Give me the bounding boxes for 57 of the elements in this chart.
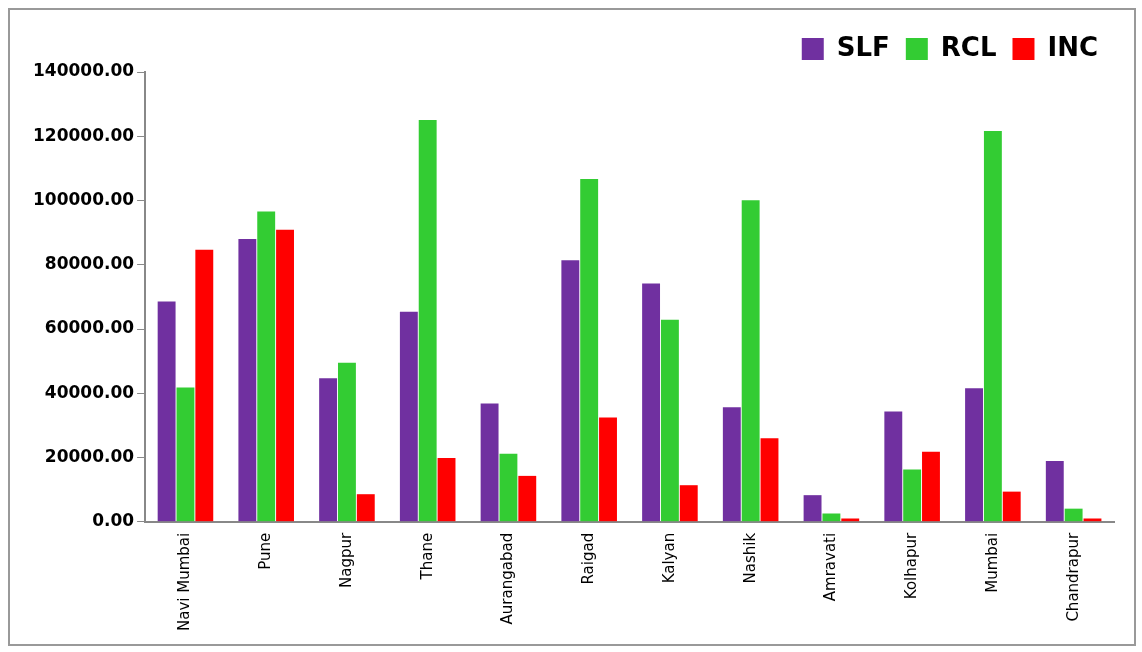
x-tick-label: Thane — [417, 532, 436, 581]
bar — [741, 200, 760, 522]
bar — [157, 301, 176, 522]
bar — [965, 388, 983, 522]
bar — [1045, 461, 1064, 522]
bar — [480, 403, 499, 522]
bar — [983, 131, 1002, 522]
bar — [599, 417, 617, 522]
bar — [176, 387, 195, 522]
bar — [257, 211, 276, 522]
bar — [399, 311, 418, 522]
y-tick-label: 40000.00 — [44, 381, 135, 402]
y-tick-label: 140000.00 — [32, 60, 135, 81]
x-tick-label: Mumbai — [982, 532, 1001, 593]
x-tick-label: Raigad — [579, 532, 598, 585]
bar — [319, 378, 338, 522]
bar — [418, 119, 437, 522]
bar — [760, 438, 779, 522]
bar — [580, 179, 599, 522]
bar — [922, 451, 940, 522]
y-tick-label: 100000.00 — [32, 188, 135, 209]
bar — [884, 411, 903, 522]
legend-label: SLF — [836, 31, 890, 62]
y-tick-label: 120000.00 — [32, 124, 135, 145]
bar — [437, 457, 456, 522]
legend-label: RCL — [940, 31, 997, 62]
bar — [518, 475, 537, 522]
bar — [499, 453, 518, 522]
y-tick-label: 80000.00 — [44, 253, 135, 274]
bar — [356, 494, 375, 522]
x-tick-label: Pune — [256, 532, 275, 570]
bar — [660, 319, 679, 522]
bar — [195, 249, 214, 522]
x-tick-label: Amravati — [821, 532, 840, 602]
x-tick-label: Nashik — [740, 532, 759, 584]
y-tick-label: 20000.00 — [44, 445, 135, 466]
bar — [803, 495, 822, 522]
x-tick-label: Nagpur — [336, 532, 355, 588]
legend-label: INC — [1047, 31, 1098, 62]
y-tick-label: 60000.00 — [44, 317, 135, 338]
x-tick-label: Chandrapur — [1063, 532, 1082, 622]
y-tick-label: 0.00 — [92, 510, 135, 531]
bar — [642, 283, 661, 522]
bar — [1064, 508, 1083, 522]
x-tick-label: Aurangabad — [498, 532, 517, 625]
bar — [561, 260, 580, 522]
bar — [722, 407, 741, 522]
x-tick-label: Navi Mumbai — [175, 532, 194, 632]
bar — [238, 239, 257, 522]
bar — [338, 362, 356, 522]
bar — [1002, 491, 1021, 522]
x-tick-label: Kolhapur — [902, 532, 921, 600]
bar — [679, 485, 698, 522]
bar — [276, 229, 294, 522]
bar — [822, 513, 841, 522]
x-tick-label: Kalyan — [659, 532, 678, 584]
bar — [903, 469, 922, 522]
